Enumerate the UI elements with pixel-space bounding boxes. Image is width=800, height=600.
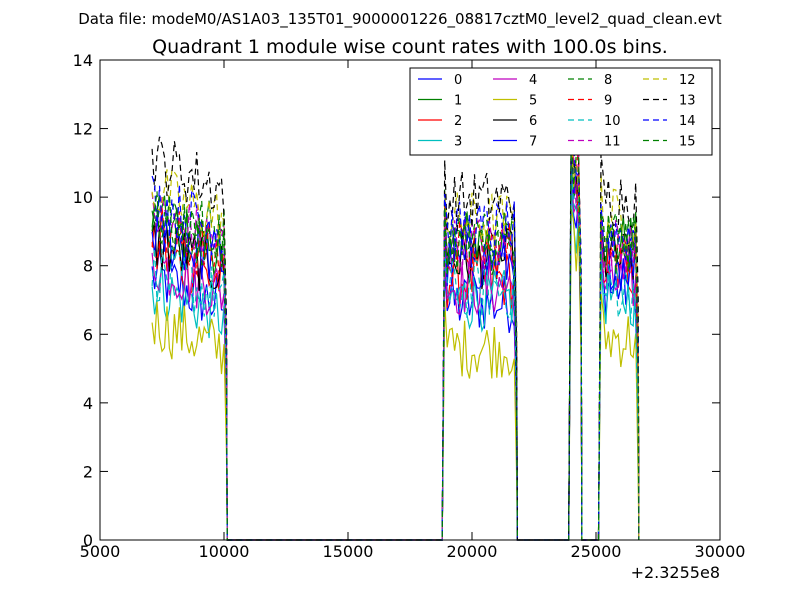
legend-box — [409, 67, 713, 156]
legend-label-15: 15 — [679, 135, 696, 150]
legend-label-3: 3 — [454, 135, 462, 150]
y-tick-label: 14 — [73, 51, 93, 70]
series-line-4 — [151, 158, 640, 541]
y-tick-label: 0 — [83, 531, 93, 550]
legend-label-2: 2 — [454, 114, 462, 129]
y-tick-label: 12 — [73, 120, 93, 139]
legend-label-8: 8 — [604, 73, 612, 88]
series-line-10 — [151, 169, 640, 541]
y-tick-label: 10 — [73, 188, 93, 207]
y-tick-label: 4 — [83, 394, 93, 413]
legend-label-9: 9 — [604, 94, 612, 109]
plot-frame — [99, 59, 721, 541]
chart-title: Quadrant 1 module wise count rates with … — [152, 36, 668, 58]
legend-label-14: 14 — [679, 114, 696, 129]
legend-label-0: 0 — [454, 73, 462, 88]
series-line-13 — [151, 97, 640, 541]
x-tick-label: 5000 — [80, 542, 121, 561]
legend-label-6: 6 — [529, 114, 537, 129]
series-line-12 — [151, 130, 640, 541]
legend-label-4: 4 — [529, 73, 537, 88]
x-tick-label: 30000 — [695, 542, 746, 561]
y-tick-label: 2 — [83, 462, 93, 481]
y-tick-label: 6 — [83, 325, 93, 344]
series-line-9 — [151, 146, 640, 541]
legend-label-5: 5 — [529, 94, 537, 109]
series-layer — [151, 97, 640, 541]
legend-label-7: 7 — [529, 135, 537, 150]
legend-label-12: 12 — [679, 73, 696, 88]
x-tick-label: 25000 — [571, 542, 622, 561]
legend-label-11: 11 — [604, 135, 621, 150]
figure-suptitle: Data file: modeM0/AS1A03_135T01_90000012… — [78, 10, 722, 29]
series-line-5 — [151, 208, 640, 541]
legend-label-1: 1 — [454, 94, 462, 109]
x-tick-label: 15000 — [323, 542, 374, 561]
series-line-15 — [151, 129, 640, 541]
legend-label-10: 10 — [604, 114, 621, 129]
y-tick-label: 8 — [83, 257, 93, 276]
legend-label-13: 13 — [679, 94, 696, 109]
x-tick-label: 20000 — [447, 542, 498, 561]
x-offset-label: +2.3255e8 — [631, 563, 720, 582]
x-tick-label: 10000 — [199, 542, 250, 561]
